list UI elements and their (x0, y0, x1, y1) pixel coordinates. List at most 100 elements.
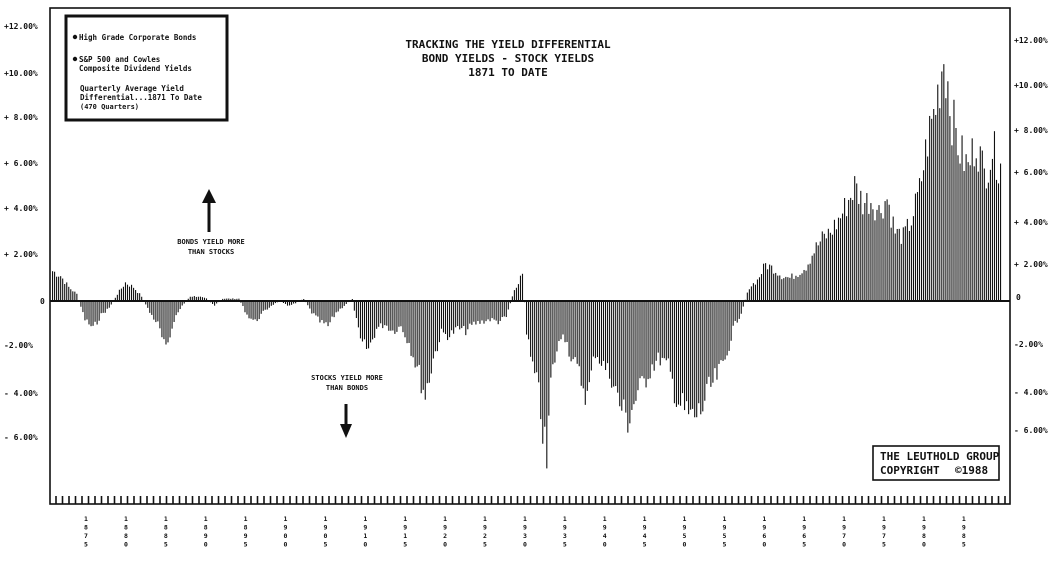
bar (503, 301, 505, 317)
bar (651, 301, 653, 365)
bar (406, 301, 408, 344)
bar (817, 245, 819, 301)
bar (554, 301, 556, 363)
bar (260, 301, 262, 314)
bar (420, 301, 422, 394)
bar (461, 301, 463, 329)
bar (588, 301, 590, 383)
bar (728, 301, 730, 351)
bar (451, 301, 453, 331)
bar (987, 182, 989, 301)
bar (947, 81, 949, 301)
bar (501, 301, 503, 318)
bar (925, 139, 927, 301)
bar (803, 269, 805, 301)
bar (444, 301, 447, 334)
bar (882, 218, 884, 301)
bar (177, 301, 179, 313)
bar (706, 301, 708, 384)
bar (937, 84, 939, 301)
bar (649, 301, 651, 379)
bar (195, 296, 197, 301)
bar (64, 284, 66, 301)
bar (122, 286, 124, 301)
bar (135, 290, 137, 301)
bar (363, 301, 366, 340)
bar (191, 296, 193, 301)
bar (943, 64, 945, 301)
bar (850, 197, 852, 301)
bars-group (52, 64, 1002, 469)
bar (517, 284, 519, 301)
bar (671, 301, 673, 379)
bar (831, 234, 833, 301)
bar (807, 264, 809, 301)
bar (463, 301, 465, 326)
bar (155, 301, 157, 323)
bar (475, 301, 477, 325)
bar (633, 301, 635, 405)
bar (540, 301, 542, 420)
bar (400, 301, 402, 327)
bar (805, 270, 807, 301)
bar (659, 301, 661, 366)
bar (114, 297, 116, 301)
bar (995, 179, 998, 301)
bar (548, 301, 550, 416)
bar (921, 181, 923, 301)
bar (193, 296, 195, 301)
right-tick-label: + 8.00% (1014, 126, 1048, 135)
right-tick-label: + 6.00% (1014, 168, 1048, 177)
bar (734, 301, 736, 321)
legend-item-bonds: High Grade Corporate Bonds (79, 33, 196, 42)
bar (973, 166, 975, 301)
bar (487, 301, 489, 320)
bar (880, 213, 882, 301)
bar (718, 301, 720, 364)
bar (96, 301, 98, 325)
bar (311, 301, 313, 314)
bar (556, 301, 558, 352)
bar (979, 146, 981, 301)
bar (92, 301, 94, 326)
bar (837, 217, 840, 301)
bar (590, 301, 592, 371)
bar (161, 301, 163, 338)
bar (335, 301, 337, 313)
left-tick-label: - 4.00% (4, 389, 38, 398)
bar (655, 301, 657, 361)
bar (809, 263, 811, 301)
bar (299, 301, 301, 302)
bar (941, 71, 943, 302)
bar (528, 301, 530, 340)
bar (611, 301, 613, 388)
bar (436, 301, 438, 352)
bar (293, 301, 295, 304)
bar (493, 301, 495, 320)
bar (862, 214, 864, 301)
bar (918, 178, 921, 301)
copyright-line3: ©1988 (955, 464, 988, 477)
bar (848, 199, 850, 301)
bar (307, 301, 309, 306)
stocks-annotation-line2: THAN BONDS (326, 384, 368, 392)
bar (722, 301, 724, 361)
bar (793, 278, 795, 301)
bar (254, 301, 256, 320)
bar (118, 289, 120, 301)
bar (823, 233, 825, 301)
bar (469, 301, 471, 324)
bar (507, 301, 509, 310)
bar (222, 298, 224, 301)
bar (621, 301, 623, 411)
bar (933, 109, 935, 301)
bar (955, 128, 957, 301)
bar (313, 301, 315, 314)
bar (623, 301, 625, 400)
legend-item-stocks-line2: Composite Dividend Yields (79, 64, 192, 73)
bar (163, 301, 165, 340)
